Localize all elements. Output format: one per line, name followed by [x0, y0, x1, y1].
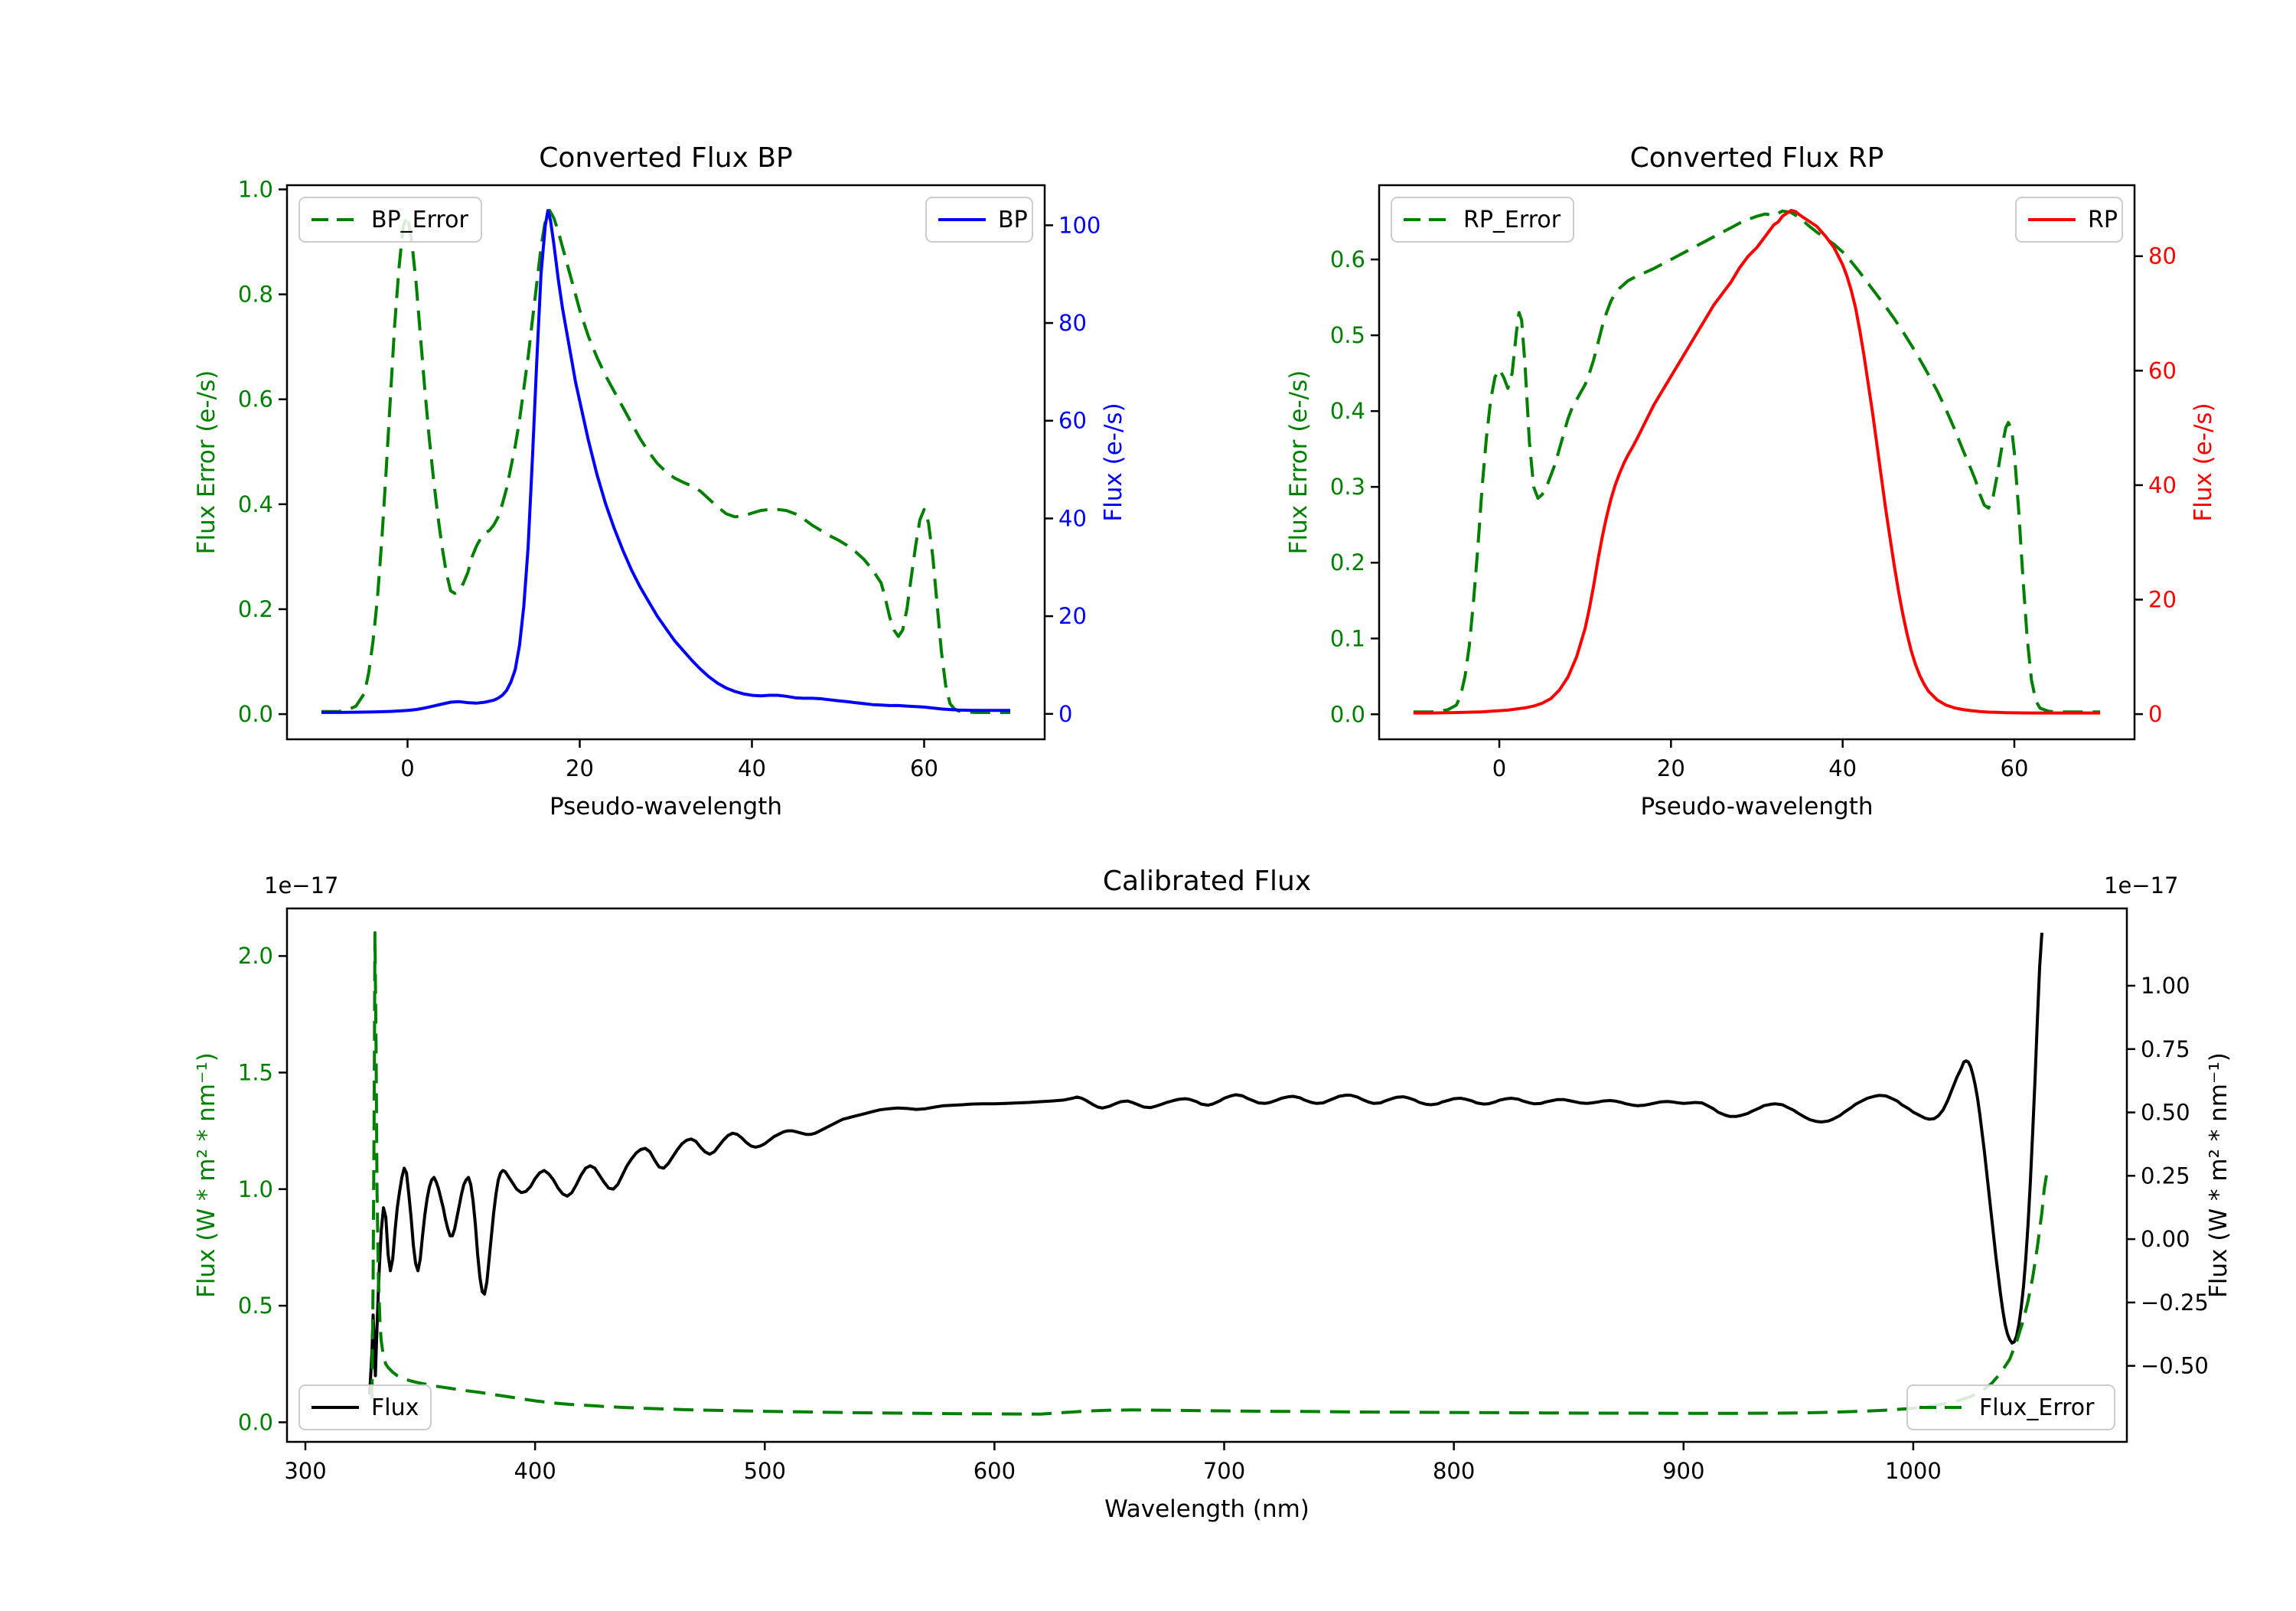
- y-tick-label-left: 2.0: [238, 943, 273, 969]
- y-tick-label-right: −0.25: [2141, 1290, 2209, 1316]
- series-line-RP: [1413, 208, 2101, 715]
- y-tick-label-left: 0.0: [238, 1409, 273, 1435]
- x-tick-label: 800: [1433, 1458, 1475, 1484]
- y-tick-label-left: 0.3: [1330, 474, 1365, 500]
- x-axis-label: Wavelength (nm): [1104, 1495, 1309, 1523]
- y-tick-label-left: 0.0: [238, 701, 273, 727]
- y-tick-label-right: 1.00: [2141, 973, 2190, 999]
- y-axis-offset-left: 1e−17: [264, 872, 339, 898]
- chart-converted-flux-bp: 0 20 40 60 0.0 0.2 0.4 0.6 0.8 1.0 0 20 40 60 80 100 Con…: [193, 142, 1127, 820]
- chart-title: Converted Flux RP: [1630, 142, 1884, 174]
- y-axis-label-right: Flux (e-/s): [2190, 403, 2217, 521]
- y-axis-label-left: Flux Error (e-/s): [193, 370, 220, 555]
- y-tick-label-left: 0.5: [238, 1293, 273, 1319]
- x-tick-label: 20: [1657, 755, 1685, 781]
- legend-label: BP: [998, 207, 1028, 233]
- x-tick-label: 300: [284, 1458, 326, 1484]
- y-tick-label-right: 0.00: [2141, 1226, 2190, 1252]
- y-tick-label-left: 0.4: [238, 491, 273, 517]
- x-tick-label: 0: [400, 755, 414, 781]
- legend-RP: RP: [2015, 197, 2123, 243]
- legend-box: [1391, 197, 1574, 243]
- y-tick-label-right: 60: [2148, 357, 2177, 383]
- x-tick-label: 1000: [1885, 1458, 1942, 1484]
- legend-label: BP_Error: [371, 207, 468, 233]
- series-line-RP_Error: [1413, 209, 2101, 714]
- chart-title: Calibrated Flux: [1103, 866, 1311, 897]
- legend-Flux_Error: Flux_Error: [1906, 1384, 2115, 1430]
- x-tick-label: 40: [1828, 755, 1857, 781]
- y-tick-label-right: 80: [1058, 310, 1087, 336]
- legend-BP_Error: BP_Error: [298, 197, 482, 243]
- y-tick-label-right: −0.50: [2141, 1353, 2209, 1379]
- y-tick-label-left: 0.1: [1330, 625, 1365, 651]
- y-tick-label-right: 0.25: [2141, 1163, 2190, 1189]
- y-tick-label-right: 20: [2148, 587, 2177, 613]
- y-tick-label-left: 1.0: [238, 1176, 273, 1202]
- axes-frame: [1378, 184, 2136, 741]
- legend-label: RP_Error: [1463, 207, 1561, 233]
- y-tick-label-left: 1.5: [238, 1059, 273, 1085]
- legend-box: [298, 1384, 432, 1430]
- y-tick-label-left: 0.5: [1330, 322, 1365, 348]
- y-axis-label-left: Flux Error (e-/s): [1285, 370, 1313, 555]
- legend-box: [1906, 1384, 2115, 1430]
- x-tick-label: 500: [744, 1458, 786, 1484]
- legend-RP_Error: RP_Error: [1391, 197, 1574, 243]
- x-axis-label: Pseudo-wavelength: [550, 793, 782, 820]
- y-tick-label-right: 40: [2148, 472, 2177, 498]
- y-tick-label-right: 40: [1058, 505, 1087, 531]
- y-tick-label-right: 0.75: [2141, 1036, 2190, 1062]
- series-line-BP: [321, 209, 1010, 714]
- chart-title: Converted Flux BP: [539, 142, 792, 174]
- chart-converted-flux-rp: 0 20 40 60 0.0 0.1 0.2 0.3 0.4 0.5 0.6 0 20 40 60 80 Con…: [1285, 142, 2217, 820]
- y-tick-label-right: 100: [1058, 212, 1101, 238]
- x-tick-label: 60: [2001, 755, 2029, 781]
- y-tick-label-left: 0.4: [1330, 398, 1365, 424]
- y-tick-label-right: 60: [1058, 408, 1087, 434]
- x-tick-label: 900: [1662, 1458, 1704, 1484]
- legend-BP: BP: [925, 197, 1033, 243]
- y-axis-label-left: Flux (W * m² * nm⁻¹): [193, 1052, 220, 1298]
- x-tick-label: 400: [514, 1458, 556, 1484]
- x-axis-label: Pseudo-wavelength: [1640, 793, 1873, 820]
- series-line-Flux: [368, 932, 2043, 1395]
- y-tick-label-right: 20: [1058, 603, 1087, 629]
- x-tick-label: 600: [974, 1458, 1016, 1484]
- y-axis-label-right: Flux (e-/s): [1100, 403, 1127, 521]
- y-tick-label-left: 0.6: [238, 386, 273, 413]
- y-tick-label-right: 0: [1058, 701, 1072, 727]
- legend-label: Flux: [371, 1394, 419, 1421]
- x-tick-label: 60: [910, 755, 938, 781]
- y-tick-label-left: 0.8: [238, 282, 273, 308]
- legend-box: [298, 197, 482, 243]
- legend-Flux: Flux: [298, 1384, 432, 1430]
- legend-label: Flux_Error: [1979, 1394, 2095, 1421]
- x-tick-label: 20: [566, 755, 594, 781]
- x-tick-label: 700: [1203, 1458, 1245, 1484]
- series-line-BP_Error: [321, 208, 1010, 714]
- axes-frame: [285, 907, 2128, 1443]
- y-axis-offset-right: 1e−17: [2104, 872, 2179, 898]
- y-tick-label-right: 0: [2148, 701, 2162, 727]
- x-tick-label: 40: [738, 755, 766, 781]
- y-tick-label-left: 0.6: [1330, 246, 1365, 272]
- x-tick-label: 0: [1492, 755, 1506, 781]
- y-tick-label-left: 1.0: [238, 176, 273, 202]
- y-tick-label-left: 0.0: [1330, 701, 1365, 727]
- y-tick-label-right: 80: [2148, 243, 2177, 269]
- y-tick-label-left: 0.2: [238, 596, 273, 622]
- axes-frame: [285, 184, 1046, 741]
- y-axis-label-right: Flux (W * m² * nm⁻¹): [2205, 1052, 2232, 1298]
- chart-calibrated-flux: 300 400 500 600 700 800 900 1000 0.0 0.5 1.0 1.5 2.0…: [193, 866, 2232, 1523]
- legend-label: RP: [2088, 207, 2118, 233]
- y-tick-label-left: 0.2: [1330, 550, 1365, 576]
- y-tick-label-right: 0.50: [2141, 1100, 2190, 1126]
